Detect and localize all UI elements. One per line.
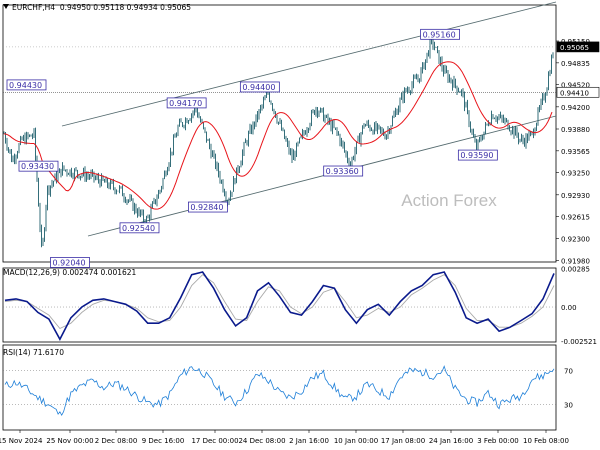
swing-label: 0.93360	[326, 167, 359, 176]
x-tick-label: 25 Nov 00:00	[46, 437, 93, 445]
x-tick-label: 15 Nov 2024	[0, 437, 43, 445]
watermark-text: Action Forex	[401, 191, 497, 210]
swing-label: 0.95160	[423, 30, 456, 39]
x-tick-label: 2 Jan 16:00	[289, 437, 329, 445]
header-high: 0.95118	[93, 3, 125, 12]
swing-label: 0.93590	[460, 151, 493, 160]
swing-label: 0.94170	[169, 99, 202, 108]
macd-y-tick-label: 0.00	[561, 304, 577, 312]
y-tick-label: 0.91980	[561, 258, 590, 266]
main-panel-frame	[2, 4, 557, 263]
rsi-y-tick-label: 70	[564, 368, 573, 376]
swing-label-box	[420, 28, 460, 40]
swing-label-box	[323, 165, 364, 177]
macd-y-tick-label: 0.00285	[561, 266, 590, 274]
rsi-y-tick-label: 30	[564, 402, 573, 410]
header-open: 0.94950	[59, 3, 91, 12]
y-tick-label: 0.94200	[561, 104, 590, 112]
y-tick-label: 0.92300	[561, 235, 590, 243]
swing-label-box	[119, 222, 160, 234]
macd-signal-line	[4, 274, 555, 330]
y-tick-label: 0.93250	[561, 170, 590, 178]
candles-group	[3, 34, 554, 248]
level-price-tag	[556, 86, 600, 98]
rsi-line	[4, 365, 555, 417]
macd-y-tick-label: -0.002521	[561, 338, 597, 346]
moving-average-line	[3, 61, 553, 210]
x-tick-label: 24 Jan 16:00	[429, 437, 473, 445]
swing-label: 0.92540	[122, 224, 155, 233]
x-tick-label: 24 Dec 08:00	[238, 437, 285, 445]
swing-label: 0.92840	[190, 203, 223, 212]
y-tick-label: 0.92615	[561, 214, 590, 222]
macd-line	[4, 271, 555, 342]
y-tick-label: 0.93880	[561, 126, 590, 134]
swing-label: 0.92040	[53, 258, 86, 267]
swing-label-box	[239, 81, 280, 93]
y-tick-label: 0.94520	[561, 82, 590, 90]
last-price-tag	[556, 41, 600, 53]
swing-label: 0.94400	[242, 83, 275, 92]
macd-title: MACD(12,26,9) 0.002474 0.001621	[3, 268, 137, 277]
triangle-down-icon	[3, 4, 9, 9]
x-tick-label: 3 Feb 00:00	[477, 437, 518, 445]
swing-label: 0.94430	[9, 81, 42, 90]
x-tick-label: 17 Dec 00:00	[191, 437, 238, 445]
swing-label-box	[6, 79, 47, 91]
y-tick-label: 0.94835	[561, 60, 590, 68]
y-tick-label: 0.93565	[561, 148, 590, 156]
macd-panel-frame	[2, 267, 557, 343]
header-symbol: EURCHF,H4	[12, 3, 56, 12]
x-tick-label: 10 Feb 08:00	[523, 437, 569, 445]
x-tick-label: 2 Dec 08:00	[95, 437, 138, 445]
chart-header: EURCHF,H4 0.94950 0.95118 0.94934 0.9506…	[3, 3, 191, 12]
swing-label-box	[50, 257, 90, 268]
swing-label-box	[166, 97, 207, 109]
swing-label: 0.93430	[21, 162, 54, 171]
level-price-tag-label: 0.94410	[560, 89, 589, 97]
upper-channel-line	[61, 1, 557, 127]
last-price-tag-label: 0.95065	[560, 44, 589, 52]
swing-label-box	[188, 201, 228, 213]
lower-channel-line	[87, 115, 557, 237]
x-tick-label: 9 Dec 16:00	[142, 437, 185, 445]
rsi-title: RSI(14) 71.6170	[3, 348, 64, 357]
rsi-panel-frame	[2, 344, 557, 431]
header-low: 0.94934	[126, 3, 158, 12]
x-tick-label: 10 Jan 00:00	[334, 437, 378, 445]
x-tick-label: 17 Jan 08:00	[381, 437, 425, 445]
swing-label-box	[18, 160, 59, 172]
header-close: 0.95065	[160, 3, 192, 12]
swing-label-box	[457, 149, 498, 161]
y-tick-label: 0.92930	[561, 192, 590, 200]
